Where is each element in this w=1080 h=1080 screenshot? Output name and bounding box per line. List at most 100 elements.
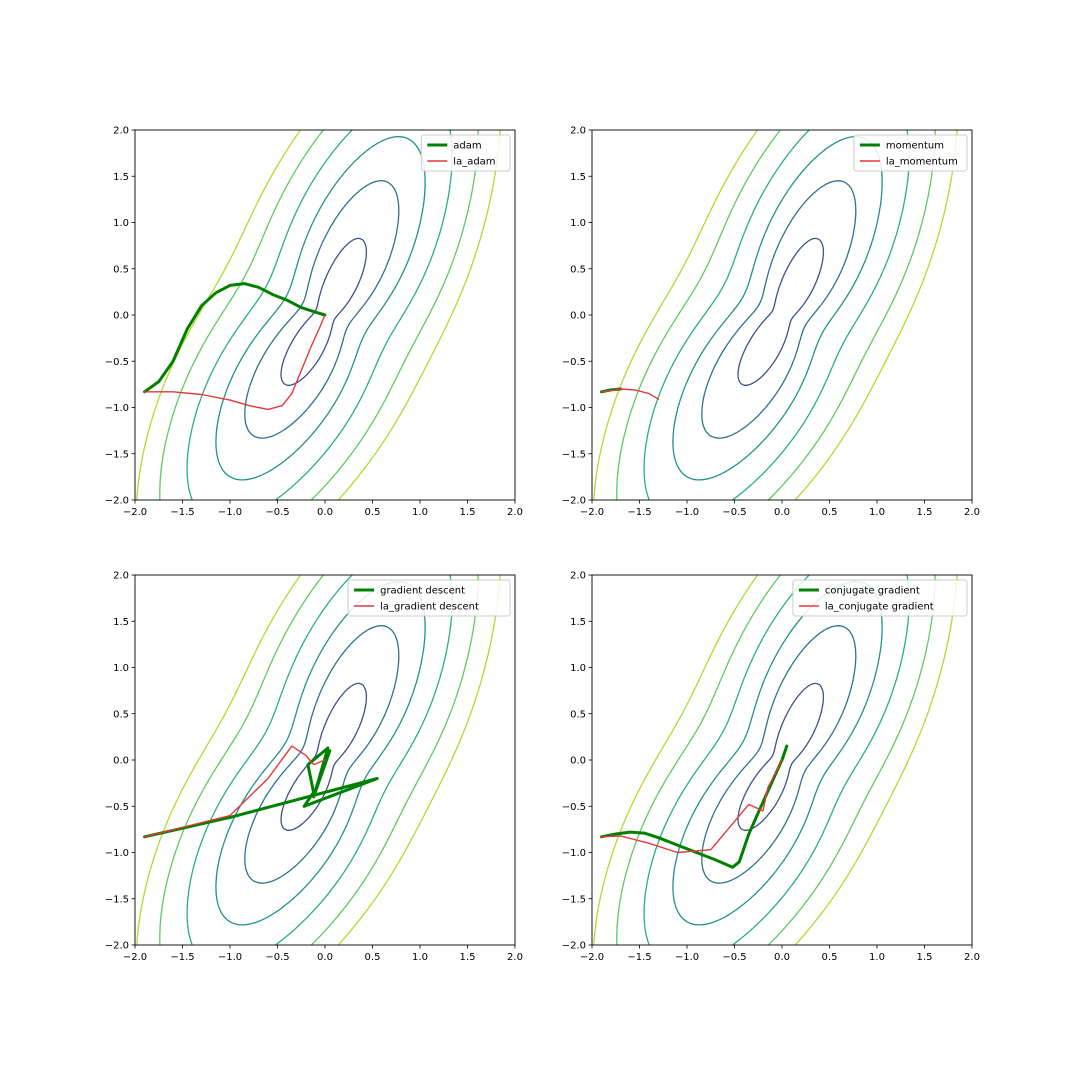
x-tick-label: −1.0: [675, 952, 699, 963]
subplot-gradient-descent: −2.0 −1.5 −1.0 −0.5 0.0 0.5 1.0 1.5 2.0 −2.0 −1.5 −…: [105, 571, 523, 964]
y-tick-label: 0.0: [113, 756, 129, 767]
legend-box: [347, 579, 511, 617]
contour-level-2: [672, 135, 883, 481]
y-tick-label: 2.0: [113, 126, 129, 137]
legend-label: adam: [453, 141, 481, 152]
x-tick-label: 1.0: [869, 507, 885, 518]
x-tick-label: 2.0: [964, 952, 980, 963]
series-gradient-descent: [143, 746, 379, 839]
legend: conjugate gradient la_conjugate gradient: [792, 579, 968, 617]
x-tick-label: 1.5: [460, 507, 476, 518]
contour-lines: [136, 130, 501, 500]
legend-label: la_conjugate gradient: [825, 602, 934, 613]
y-tick-label: −1.0: [105, 403, 129, 414]
x-tick-label: 0.5: [365, 952, 381, 963]
x-tick-label: 1.0: [412, 952, 428, 963]
y-tick-label: 1.5: [113, 617, 129, 628]
y-tick-label: 2.0: [570, 126, 586, 137]
x-tick-label: 2.0: [507, 507, 523, 518]
x-tick-label: −1.5: [627, 952, 651, 963]
x-tick-label: 1.5: [917, 507, 933, 518]
subplot-momentum: −2.0 −1.5 −1.0 −0.5 0.0 0.5 1.0 1.5 2.0 −2.0 −1.5 −…: [562, 126, 980, 519]
legend-label: momentum: [886, 141, 944, 152]
x-tick-label: −2.0: [580, 952, 604, 963]
legend-label: gradient descent: [380, 586, 465, 597]
contour-level-0: [737, 237, 825, 386]
axes-frame: [591, 129, 973, 501]
y-tick-label: 1.0: [570, 663, 586, 674]
subplot-conjugate-gradient: −2.0 −1.5 −1.0 −0.5 0.0 0.5 1.0 1.5 2.0 −2.0 −1.5 −…: [562, 571, 980, 964]
y-tick-label: 1.0: [113, 218, 129, 229]
y-tick-label: 0.0: [570, 311, 586, 322]
y-tick-label: 1.5: [570, 617, 586, 628]
x-tick-label: 0.0: [774, 952, 790, 963]
y-tick-label: 1.0: [113, 663, 129, 674]
x-tick-label: 1.5: [917, 952, 933, 963]
x-tick-label: −0.5: [722, 952, 746, 963]
y-tick-label: −2.0: [105, 941, 129, 952]
x-tick-label: 0.0: [317, 507, 333, 518]
x-tick-label: 1.5: [460, 952, 476, 963]
contour-level-3: [186, 575, 453, 945]
legend-label: la_momentum: [886, 157, 958, 168]
x-tick-label: 0.0: [317, 952, 333, 963]
y-tick-label: 0.5: [113, 264, 129, 275]
y-tick-label: −1.5: [562, 449, 586, 460]
legend-box: [792, 579, 968, 617]
x-tick-label: −2.0: [580, 507, 604, 518]
y-tick-label: −2.0: [105, 496, 129, 507]
y-tick-label: 0.0: [570, 756, 586, 767]
y-tick-label: −1.0: [562, 848, 586, 859]
x-tick-label: −2.0: [123, 507, 147, 518]
series-la-momentum: [600, 388, 660, 400]
series-la-conjugate-gradient: [600, 759, 783, 854]
legend-box: [853, 134, 968, 172]
contour-level-4: [616, 575, 936, 945]
contour-lines: [136, 575, 501, 945]
y-tick-label: 1.5: [570, 172, 586, 183]
series-conjugate-gradient: [600, 744, 789, 869]
x-tick-label: −1.0: [218, 507, 242, 518]
series-la-gradient-descent: [143, 745, 326, 838]
x-tick-label: −1.5: [170, 952, 194, 963]
contour-level-1: [701, 625, 857, 884]
contour-level-0: [737, 682, 825, 831]
y-tick-label: −1.5: [562, 894, 586, 905]
legend: adam la_adam: [420, 134, 511, 172]
y-tick-label: −0.5: [105, 357, 129, 368]
contour-level-4: [159, 575, 479, 945]
x-tick-label: 2.0: [507, 952, 523, 963]
x-tick-label: 0.5: [822, 507, 838, 518]
y-tick-label: 2.0: [570, 571, 586, 582]
x-tick-label: −1.5: [627, 507, 651, 518]
x-tick-label: −0.5: [265, 507, 289, 518]
contour-level-3: [643, 130, 910, 500]
series-adam: [143, 282, 327, 394]
contour-level-1: [244, 180, 400, 439]
y-tick-label: 2.0: [113, 571, 129, 582]
y-tick-label: 0.5: [113, 709, 129, 720]
contour-level-4: [616, 130, 936, 500]
legend-label: la_gradient descent: [380, 602, 479, 613]
y-tick-label: −0.5: [105, 802, 129, 813]
y-tick-label: 0.0: [113, 311, 129, 322]
contour-lines: [593, 130, 958, 500]
legend: gradient descent la_gradient descent: [347, 579, 511, 617]
y-tick-label: −2.0: [562, 941, 586, 952]
x-tick-label: −1.5: [170, 507, 194, 518]
x-tick-label: 0.5: [822, 952, 838, 963]
legend-label: conjugate gradient: [825, 586, 920, 597]
legend: momentum la_momentum: [853, 134, 968, 172]
y-tick-label: −1.5: [105, 894, 129, 905]
contour-level-5: [593, 130, 958, 500]
contour-level-3: [186, 130, 453, 500]
y-tick-label: 1.0: [570, 218, 586, 229]
series-la-adam: [143, 314, 326, 411]
x-tick-label: −0.5: [265, 952, 289, 963]
x-tick-label: 2.0: [964, 507, 980, 518]
y-tick-label: −0.5: [562, 802, 586, 813]
contour-level-3: [643, 575, 910, 945]
y-tick-label: −1.5: [105, 449, 129, 460]
x-tick-label: −2.0: [123, 952, 147, 963]
contour-level-1: [244, 625, 400, 884]
